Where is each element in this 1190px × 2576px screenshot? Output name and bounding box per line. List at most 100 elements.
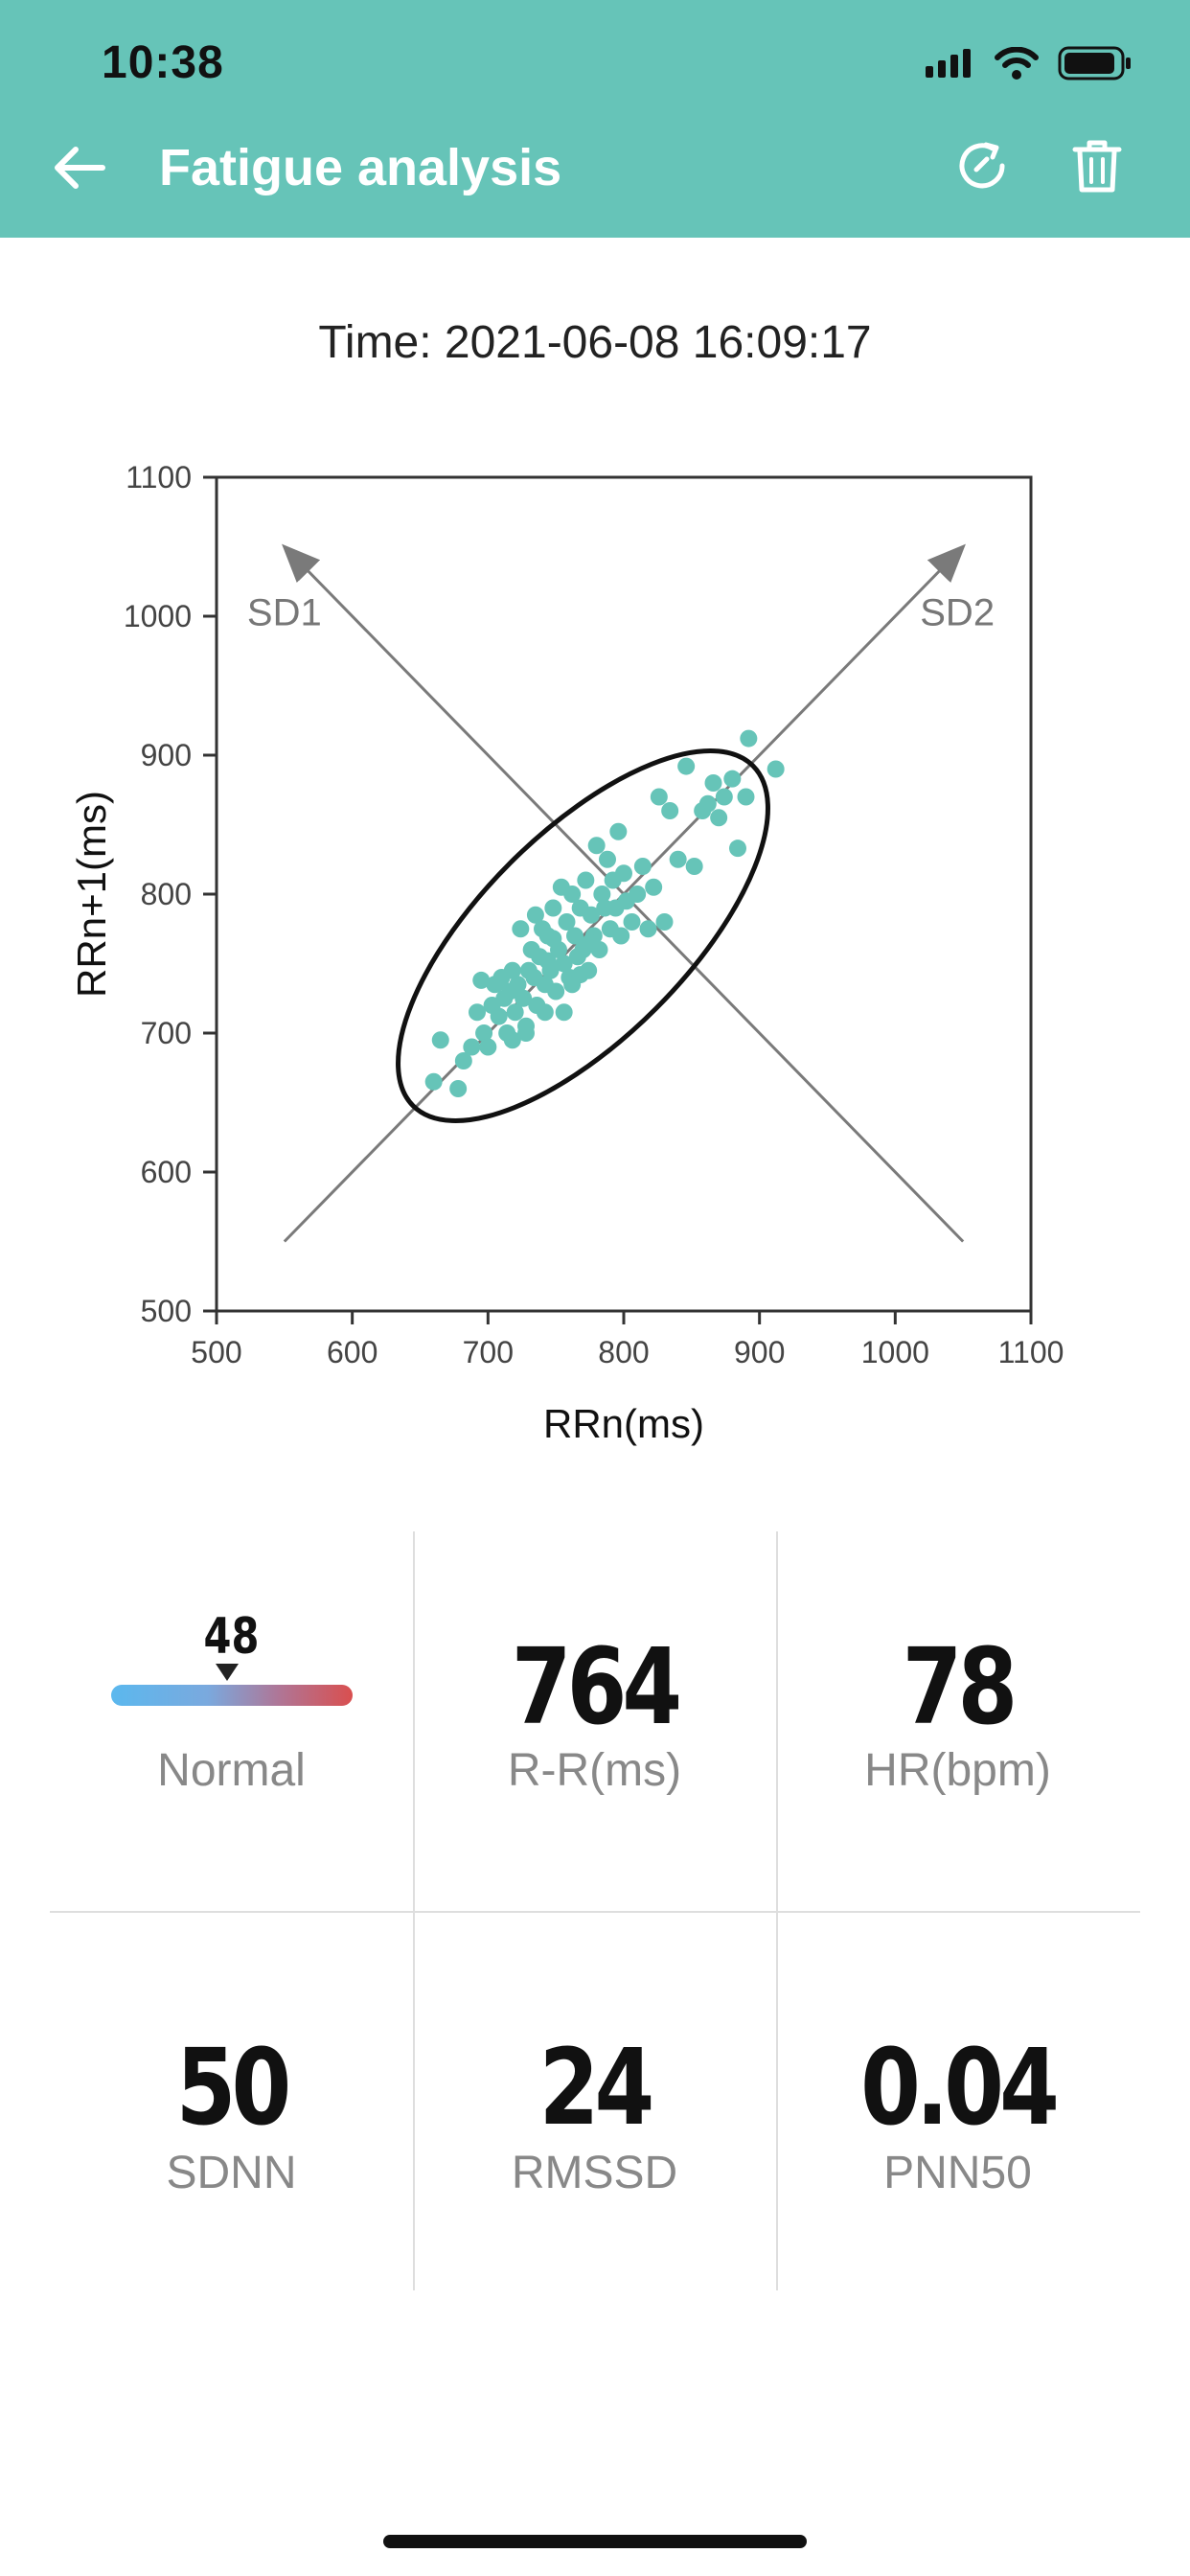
trash-icon bbox=[1072, 140, 1122, 193]
scatter-point bbox=[633, 858, 652, 875]
grid-divider bbox=[50, 1911, 1140, 1913]
scatter-point bbox=[571, 966, 589, 984]
scatter-point bbox=[710, 809, 728, 827]
nav-bar: Fatigue analysis bbox=[0, 125, 1190, 211]
rmssd-cell: 24 RMSSD bbox=[413, 1911, 776, 2290]
scatter-point bbox=[629, 886, 647, 903]
home-indicator[interactable] bbox=[383, 2535, 807, 2548]
scatter-point bbox=[506, 1003, 524, 1022]
scatter-point bbox=[715, 788, 733, 806]
scatter-point bbox=[526, 906, 544, 924]
scatter-point bbox=[612, 927, 630, 945]
sd1-label: SD1 bbox=[247, 592, 322, 634]
y-tick-label: 1000 bbox=[124, 599, 192, 633]
scatter-point bbox=[512, 920, 530, 938]
pnn50-value: 0.04 bbox=[860, 2026, 1060, 2149]
y-tick-label: 700 bbox=[141, 1016, 192, 1050]
scatter-point bbox=[677, 757, 696, 775]
scatter-point bbox=[547, 982, 565, 1000]
app-header: 10:38 Fatigue analysis bbox=[0, 0, 1190, 238]
scatter-point bbox=[463, 1038, 481, 1056]
rmssd-value: 24 bbox=[538, 2026, 655, 2149]
scatter-point bbox=[655, 913, 674, 931]
x-tick-label: 700 bbox=[463, 1335, 514, 1369]
y-tick-label: 500 bbox=[141, 1294, 192, 1328]
x-axis-label: RRn(ms) bbox=[543, 1401, 704, 1446]
battery-icon bbox=[1058, 46, 1131, 80]
pnn50-cell: 0.04 PNN50 bbox=[776, 1911, 1139, 2290]
refresh-icon bbox=[959, 142, 1005, 189]
scatter-point bbox=[490, 1007, 508, 1025]
back-arrow-icon bbox=[55, 147, 105, 189]
rr-label: R-R(ms) bbox=[507, 1745, 682, 1796]
wifi-icon bbox=[995, 47, 1039, 80]
scatter-point bbox=[424, 1072, 443, 1091]
x-tick-label: 1100 bbox=[998, 1335, 1064, 1369]
scatter-point bbox=[623, 913, 641, 931]
scatter-point bbox=[566, 927, 584, 945]
back-button[interactable] bbox=[46, 134, 113, 201]
stats-grid: 48 Normal 764 R-R(ms) 78 HR(bpm) 50 SDNN… bbox=[50, 1531, 1140, 2290]
scatter-point bbox=[536, 1003, 554, 1022]
hr-cell: 78 HR(bpm) bbox=[776, 1531, 1139, 1911]
scatter-point bbox=[515, 989, 533, 1007]
scatter-point bbox=[645, 878, 663, 896]
scatter-point bbox=[609, 822, 628, 840]
scatter-point bbox=[729, 840, 746, 858]
scatter-point bbox=[599, 850, 616, 868]
scatter-point bbox=[563, 886, 582, 903]
scatter-point bbox=[517, 1017, 535, 1035]
delete-button[interactable] bbox=[1064, 132, 1131, 199]
x-tick-label: 800 bbox=[598, 1335, 649, 1369]
scatter-point bbox=[593, 886, 611, 903]
fatigue-label: Normal bbox=[157, 1745, 306, 1796]
scatter-point bbox=[583, 906, 600, 924]
scatter-point bbox=[449, 1080, 468, 1097]
poincare-plot-svg: 500 600 700 800 900 1000 1100 500 600 700 800 900 10… bbox=[69, 460, 1064, 1446]
rr-value: 764 bbox=[511, 1625, 682, 1748]
poincare-chart: 500 600 700 800 900 1000 1100 500 600 700 800 900 10… bbox=[57, 450, 1092, 1457]
scatter-point bbox=[650, 788, 668, 806]
page-title: Fatigue analysis bbox=[159, 139, 562, 196]
scatter-point bbox=[639, 920, 657, 938]
scatter-point bbox=[587, 837, 606, 855]
fatigue-gradient-bar bbox=[111, 1685, 353, 1706]
x-tick-label: 500 bbox=[191, 1335, 241, 1369]
status-icons bbox=[926, 42, 1133, 84]
y-tick-label: 800 bbox=[141, 877, 192, 911]
fatigue-value: 48 bbox=[203, 1608, 260, 1666]
y-tick-label: 1100 bbox=[126, 460, 192, 494]
fatigue-scale bbox=[111, 1664, 353, 1706]
record-time: Time: 2021-06-08 16:09:17 bbox=[318, 317, 872, 368]
refresh-button[interactable] bbox=[949, 132, 1016, 199]
scatter-point bbox=[558, 913, 576, 931]
scatter-point bbox=[472, 971, 491, 989]
cellular-signal-icon bbox=[926, 49, 971, 78]
scatter-point bbox=[698, 794, 717, 813]
scatter-point bbox=[661, 802, 679, 819]
scatter-point bbox=[669, 850, 687, 868]
scatter-point bbox=[454, 1052, 472, 1070]
sdnn-value: 50 bbox=[175, 2026, 292, 2149]
scatter-point bbox=[767, 760, 785, 778]
scatter-point bbox=[475, 1024, 493, 1042]
scatter-point bbox=[555, 954, 573, 973]
scatter-point bbox=[503, 1031, 521, 1049]
fatigue-cell: 48 Normal bbox=[50, 1531, 413, 1911]
scatter-point bbox=[577, 871, 595, 889]
sdnn-cell: 50 SDNN bbox=[50, 1911, 413, 2290]
scatter-point bbox=[704, 774, 722, 792]
x-tick-label: 600 bbox=[327, 1335, 378, 1369]
sdnn-label: SDNN bbox=[166, 2148, 297, 2198]
scatter-point bbox=[503, 961, 521, 979]
fatigue-marker-icon bbox=[215, 1664, 239, 1681]
status-time: 10:38 bbox=[102, 37, 224, 88]
scatter-point bbox=[544, 899, 562, 917]
y-axis-label: RRn+1(ms) bbox=[69, 791, 114, 998]
scatter-point bbox=[685, 858, 703, 875]
rmssd-label: RMSSD bbox=[511, 2148, 678, 2198]
y-tick-label: 900 bbox=[141, 738, 192, 772]
hr-value: 78 bbox=[902, 1625, 1018, 1748]
scatter-point bbox=[538, 952, 557, 970]
pnn50-label: PNN50 bbox=[883, 2148, 1032, 2198]
